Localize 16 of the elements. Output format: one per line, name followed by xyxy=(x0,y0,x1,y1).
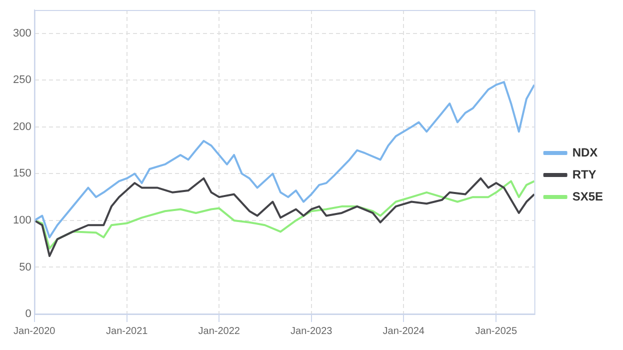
x-tick-label: Jan-2021 xyxy=(106,326,148,337)
legend-label: NDX xyxy=(572,145,598,160)
x-tick-label: Jan-2022 xyxy=(198,326,240,337)
y-tick-label: 150 xyxy=(12,168,32,180)
x-tick-label: Jan-2023 xyxy=(290,326,333,337)
y-tick-label: 250 xyxy=(12,74,32,86)
y-tick-label: 300 xyxy=(12,27,32,40)
x-tick-label: Jan-2025 xyxy=(475,326,518,337)
x-tick-label: Jan-2024 xyxy=(382,326,425,337)
y-tick-label: 100 xyxy=(12,214,32,226)
y-tick-label: 50 xyxy=(19,261,32,274)
y-tick-label: 0 xyxy=(25,308,32,320)
x-tick-label: Jan-2020 xyxy=(14,326,56,337)
legend-label: RTY xyxy=(572,167,596,182)
legend-label: SX5E xyxy=(572,189,603,204)
y-tick-label: 200 xyxy=(12,120,32,133)
